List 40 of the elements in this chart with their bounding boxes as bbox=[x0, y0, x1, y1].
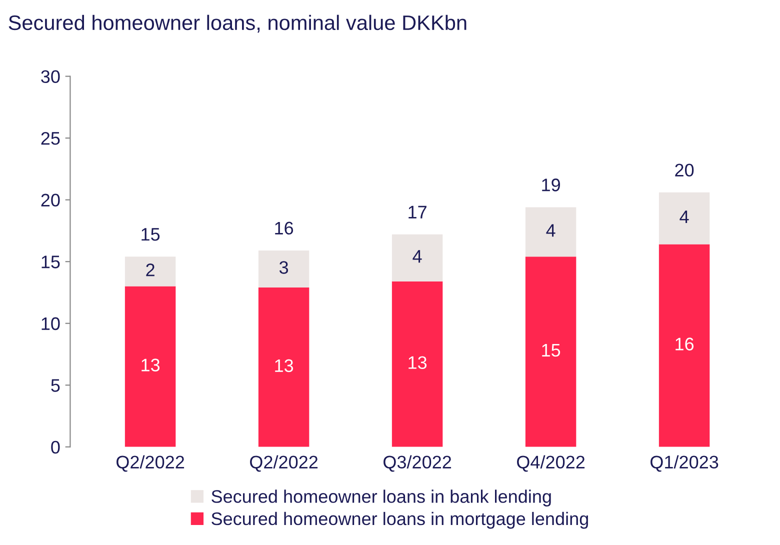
x-tick-label: Q4/2022 bbox=[517, 455, 585, 472]
chart-title: Secured homeowner loans, nominal value DKKbn bbox=[8, 14, 466, 33]
bar bbox=[258, 288, 310, 447]
y-tick-label: 10 bbox=[42, 317, 60, 330]
bar bbox=[124, 256, 176, 286]
y-tick-label: 15 bbox=[42, 256, 60, 268]
total-label: 17 bbox=[408, 206, 426, 218]
bar bbox=[525, 256, 576, 447]
data-label: 13 bbox=[275, 359, 294, 372]
x-tick-label: Q1/2023 bbox=[650, 455, 718, 472]
legend-label: Secured homeowner loans in mortgage lending bbox=[212, 512, 588, 529]
legend-label: Secured homeowner loans in bank lending bbox=[212, 490, 551, 506]
total-label: 15 bbox=[142, 228, 160, 241]
bar bbox=[392, 281, 443, 447]
data-label: 16 bbox=[676, 338, 694, 350]
bar bbox=[525, 207, 576, 257]
bar bbox=[124, 286, 176, 447]
y-tick-label: 20 bbox=[41, 194, 60, 207]
data-label: 2 bbox=[146, 264, 154, 276]
x-tick-label: Q2/2022 bbox=[250, 455, 318, 472]
total-label: 20 bbox=[675, 164, 694, 176]
x-tick-label: Q3/2022 bbox=[384, 455, 452, 472]
bar bbox=[658, 244, 710, 447]
data-label: 3 bbox=[279, 261, 288, 274]
data-label: 4 bbox=[680, 210, 689, 224]
y-tick-label: 5 bbox=[51, 379, 60, 392]
x-tick-label: Q2/2022 bbox=[116, 455, 184, 472]
data-label: 13 bbox=[408, 356, 427, 369]
bar bbox=[258, 250, 310, 288]
bar bbox=[658, 192, 710, 244]
total-label: 19 bbox=[542, 178, 560, 192]
y-tick-label: 25 bbox=[41, 132, 60, 145]
data-label: 15 bbox=[542, 344, 560, 357]
data-label: 13 bbox=[142, 358, 160, 372]
y-tick-label: 0 bbox=[51, 440, 60, 454]
data-label: 4 bbox=[546, 224, 556, 237]
y-tick-label: 30 bbox=[41, 70, 60, 84]
bar bbox=[392, 234, 443, 282]
total-label: 16 bbox=[275, 222, 294, 235]
data-label: 4 bbox=[412, 250, 422, 263]
